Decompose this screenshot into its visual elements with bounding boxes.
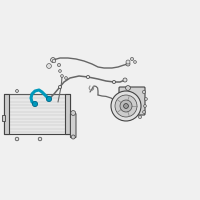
FancyBboxPatch shape — [119, 87, 145, 115]
Bar — [2, 115, 5, 121]
Circle shape — [138, 115, 142, 119]
Circle shape — [58, 85, 62, 89]
Circle shape — [61, 75, 63, 77]
Circle shape — [15, 137, 19, 141]
Circle shape — [142, 90, 146, 94]
Circle shape — [52, 59, 56, 63]
Circle shape — [143, 111, 145, 113]
Circle shape — [112, 80, 116, 84]
Circle shape — [123, 78, 127, 82]
Circle shape — [126, 62, 130, 66]
FancyBboxPatch shape — [70, 113, 76, 138]
Circle shape — [124, 104, 128, 108]
Circle shape — [51, 58, 55, 62]
Circle shape — [32, 101, 38, 107]
Circle shape — [144, 105, 146, 107]
Circle shape — [65, 77, 67, 79]
Circle shape — [71, 111, 76, 115]
Circle shape — [16, 90, 18, 92]
Circle shape — [126, 60, 130, 64]
Circle shape — [115, 95, 137, 117]
Circle shape — [46, 96, 52, 102]
Circle shape — [111, 91, 141, 121]
Circle shape — [130, 57, 134, 61]
Circle shape — [86, 75, 90, 79]
Circle shape — [120, 100, 132, 112]
Circle shape — [145, 98, 147, 100]
Bar — [4, 94, 70, 134]
Circle shape — [126, 86, 130, 90]
Circle shape — [47, 64, 51, 68]
Bar — [65, 94, 70, 134]
Circle shape — [71, 135, 75, 139]
Bar — [4, 94, 9, 134]
Circle shape — [134, 61, 136, 63]
Circle shape — [59, 70, 61, 72]
Circle shape — [38, 137, 42, 141]
Circle shape — [57, 63, 61, 67]
